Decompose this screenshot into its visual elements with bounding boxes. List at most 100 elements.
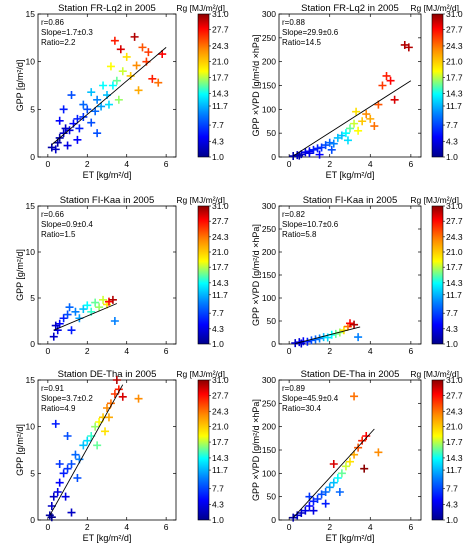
y-tick-label: 150 [262, 81, 276, 91]
colorbar-tick-label: 31.0 [212, 375, 229, 385]
colorbar-tick-label: 1.0 [446, 515, 458, 525]
colorbar-label: Rg [MJ/m²/d] [176, 195, 225, 205]
y-tick-label: 150 [262, 445, 276, 455]
y-tick-label: 10 [26, 247, 36, 257]
colorbar-tick-label: 17.7 [446, 262, 463, 272]
colorbar [431, 205, 444, 345]
fit-line [292, 428, 375, 518]
data-point [329, 139, 338, 148]
colorbar-tick-label: 11.7 [212, 290, 228, 300]
y-tick-label: 50 [267, 492, 277, 502]
x-tick-label: 0 [45, 159, 50, 169]
x-tick-label: 4 [124, 346, 129, 356]
data-point [73, 474, 82, 482]
colorbar-label: Rg [MJ/m²/d] [176, 3, 225, 13]
data-point [67, 460, 76, 468]
data-point [400, 40, 409, 49]
colorbar-tick-label: 21.0 [446, 247, 463, 257]
chart-panel: Station FR-Lq2 in 2005 0 2 4 6 0 5 10 15 ET [kg/m… [15, 3, 229, 180]
data-point [91, 422, 100, 431]
data-point [297, 339, 306, 348]
data-point [59, 129, 68, 138]
data-point [374, 448, 383, 457]
data-point [73, 135, 82, 144]
y-tick-label: 5 [30, 293, 35, 303]
data-point [106, 62, 115, 71]
y-tick-label: 200 [262, 57, 276, 67]
stat-r: r=0.89 [282, 384, 305, 393]
data-point [346, 319, 354, 328]
y-tick-label: 200 [262, 422, 276, 432]
data-point [49, 492, 58, 501]
data-point [350, 320, 359, 329]
stat-r: r=0.82 [282, 210, 305, 219]
data-point [110, 317, 119, 325]
data-point [79, 112, 88, 121]
colorbar-tick-label: 24.3 [446, 406, 463, 416]
colorbar-tick-label: 27.7 [212, 216, 229, 226]
data-point [337, 469, 346, 478]
colorbar-tick-label: 4.3 [212, 500, 224, 510]
y-tick-label: 300 [262, 201, 276, 211]
chart-panel: Station FI-Kaa in 2005 0 2 4 6 0 5 10 15 GPP [g/m… [15, 195, 229, 356]
data-point [97, 102, 106, 111]
y-axis-label: GPP [g/m²/d] [15, 424, 25, 476]
colorbar-tick-label: 14.3 [446, 453, 463, 463]
colorbar-tick-label: 14.3 [212, 278, 229, 288]
plot-area [37, 205, 177, 345]
data-point [104, 100, 113, 109]
colorbar-tick-label: 17.7 [212, 72, 229, 82]
colorbar [431, 13, 444, 158]
colorbar-tick-label: 21.0 [446, 57, 463, 67]
fit-line [292, 80, 412, 157]
chart-panel: Station FI-Kaa in 2005 0 2 4 6 0 50 100 150 200 25… [251, 195, 463, 356]
y-tick-label: 50 [267, 128, 277, 138]
x-tick-label: 6 [164, 159, 169, 169]
data-point [47, 513, 56, 522]
chart-title: Station DE-Tha in 2005 [301, 369, 400, 380]
y-tick-label: 0 [30, 152, 35, 162]
colorbar-tick-label: 4.3 [446, 136, 458, 146]
data-point [83, 301, 92, 310]
colorbar-tick-label: 17.7 [212, 262, 229, 272]
data-point [321, 141, 330, 150]
colorbar-tick-label: 14.3 [446, 278, 463, 288]
colorbar-tick-label: 24.3 [446, 232, 463, 242]
data-point [67, 91, 76, 100]
colorbar-tick-label: 14.3 [446, 89, 463, 99]
data-point [301, 148, 310, 157]
y-tick-label: 15 [26, 375, 36, 385]
colorbar-tick-label: 27.7 [446, 25, 463, 35]
data-point [51, 145, 60, 154]
data-point [83, 105, 92, 114]
data-point [126, 71, 135, 80]
stat-slope: Slope=10.7±0.6 [282, 220, 339, 229]
colorbar-tick-label: 21.0 [212, 247, 229, 257]
chart-panel: Station DE-Tha in 2005 0 2 4 6 0 50 100 150 200 25… [251, 369, 463, 543]
colorbar-tick-label: 11.7 [446, 101, 462, 111]
colorbar-tick-label: 27.7 [446, 390, 463, 400]
colorbar-tick-label: 17.7 [446, 437, 463, 447]
data-point [358, 436, 367, 445]
data-point [91, 107, 100, 116]
data-point [378, 81, 387, 90]
data-point [63, 310, 72, 319]
stat-ratio: Ratio=1.5 [41, 230, 76, 239]
x-tick-label: 4 [124, 159, 129, 169]
data-point [75, 124, 84, 133]
data-point [122, 52, 131, 61]
data-point [297, 509, 306, 517]
colorbar-label: Rg [MJ/m²/d] [410, 369, 459, 379]
data-point [49, 332, 58, 341]
colorbar-tick-label: 11.7 [212, 101, 228, 111]
data-point [154, 78, 163, 87]
colorbar-tick-label: 31.0 [446, 9, 463, 19]
x-tick-label: 0 [287, 522, 292, 532]
chart-title: Station FI-Kaa in 2005 [303, 195, 398, 206]
x-tick-label: 0 [45, 522, 50, 532]
data-point [325, 483, 334, 492]
data-point [71, 307, 80, 316]
colorbar-label: Rg [MJ/m²/d] [410, 195, 459, 205]
colorbar-tick-label: 31.0 [446, 201, 463, 211]
